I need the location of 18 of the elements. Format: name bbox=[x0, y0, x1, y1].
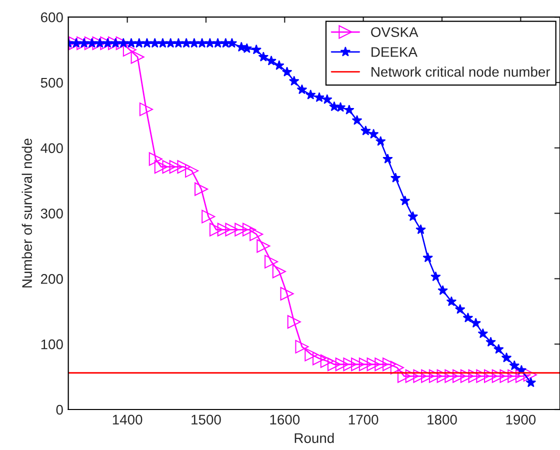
y-tick-label: 600 bbox=[40, 12, 63, 22]
legend-label: DEEKA bbox=[372, 47, 418, 57]
x-tick-label: 1900 bbox=[506, 414, 536, 425]
legend-label: OVSKA bbox=[371, 27, 418, 38]
x-tick-label: 1700 bbox=[348, 414, 378, 425]
x-axis-title: Round bbox=[294, 432, 334, 444]
y-tick-label: 400 bbox=[40, 143, 63, 154]
x-tick-label: 1400 bbox=[112, 414, 142, 425]
y-axis-title: Number of survival node bbox=[22, 138, 32, 288]
y-tick-label: 500 bbox=[40, 78, 63, 88]
y-tick-label: 100 bbox=[41, 339, 63, 350]
x-tick-label: 1800 bbox=[428, 414, 457, 425]
legend-label: Network critical node number bbox=[372, 66, 550, 77]
x-tick-label: 1500 bbox=[192, 414, 221, 425]
y-tick-label: 300 bbox=[40, 208, 63, 218]
y-tick-label: 0 bbox=[56, 404, 63, 415]
y-tick-label: 200 bbox=[40, 274, 63, 284]
x-tick-label: 1600 bbox=[270, 414, 300, 425]
